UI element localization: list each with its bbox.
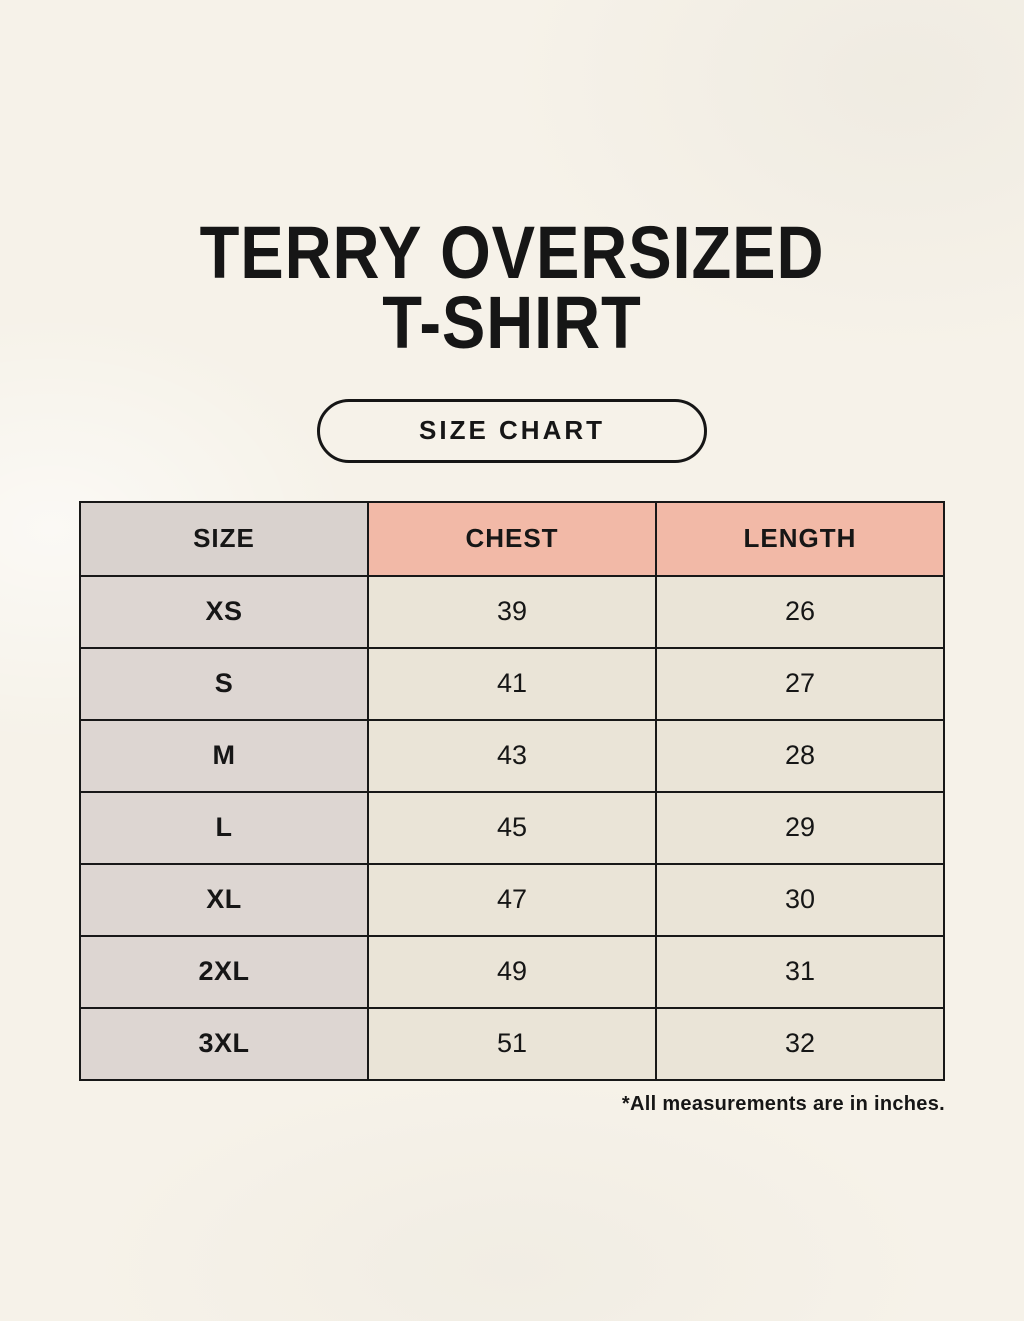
cell-chest: 45 (367, 790, 657, 865)
cell-length: 32 (655, 1006, 945, 1081)
size-chart-badge: SIZE CHART (317, 398, 707, 463)
cell-chest: 41 (367, 646, 657, 721)
cell-length: 31 (655, 934, 945, 1009)
header-row: SIZE CHEST LENGTH (79, 500, 945, 577)
cell-size: L (79, 790, 369, 865)
size-chart-table-container: SIZE CHEST LENGTH XS 39 26 S 41 27 M (79, 500, 945, 1116)
cell-length: 29 (655, 790, 945, 865)
cell-chest: 49 (367, 934, 657, 1009)
table-row: S 41 27 (79, 646, 945, 721)
table-row: 2XL 49 31 (79, 934, 945, 1009)
cell-chest: 43 (367, 718, 657, 793)
table-row: L 45 29 (79, 790, 945, 865)
size-chart-badge-container: SIZE CHART (0, 398, 1024, 463)
product-title-line2: T-SHIRT (382, 281, 642, 365)
size-chart-badge-label: SIZE CHART (419, 415, 605, 446)
measurements-footnote: *All measurements are in inches. (621, 1092, 945, 1115)
cell-length: 27 (655, 646, 945, 721)
size-chart-table: SIZE CHEST LENGTH XS 39 26 S 41 27 M (79, 500, 945, 1081)
table-row: 3XL 51 32 (79, 1006, 945, 1081)
table-row: XL 47 30 (79, 862, 945, 937)
cell-length: 30 (655, 862, 945, 937)
column-header-size: SIZE (79, 500, 369, 577)
cell-size: S (79, 646, 369, 721)
cell-length: 28 (655, 718, 945, 793)
cell-chest: 47 (367, 862, 657, 937)
cell-size: XL (79, 862, 369, 937)
table-header: SIZE CHEST LENGTH (79, 500, 945, 577)
cell-size: 3XL (79, 1006, 369, 1081)
cell-size: M (79, 718, 369, 793)
cell-length: 26 (655, 574, 945, 649)
product-title: TERRY OVERSIZED T-SHIRT (0, 211, 1024, 365)
table-body: XS 39 26 S 41 27 M 43 28 L 45 29 (79, 574, 945, 1081)
product-title-line1: TERRY OVERSIZED (199, 211, 825, 294)
column-header-length: LENGTH (655, 500, 945, 577)
cell-size: 2XL (79, 934, 369, 1009)
table-row: M 43 28 (79, 718, 945, 793)
table-row: XS 39 26 (79, 574, 945, 649)
column-header-chest: CHEST (367, 500, 657, 577)
cell-chest: 39 (367, 574, 657, 649)
cell-chest: 51 (367, 1006, 657, 1081)
cell-size: XS (79, 574, 369, 649)
